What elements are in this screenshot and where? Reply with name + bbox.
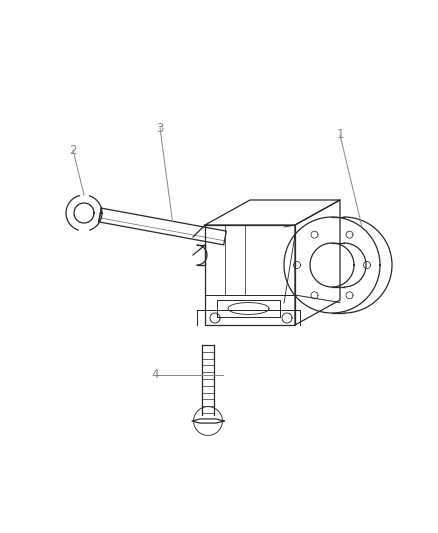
Text: 2: 2 xyxy=(69,143,77,157)
Text: 3: 3 xyxy=(156,122,164,134)
Text: 1: 1 xyxy=(336,128,344,141)
Text: 4: 4 xyxy=(151,368,159,382)
